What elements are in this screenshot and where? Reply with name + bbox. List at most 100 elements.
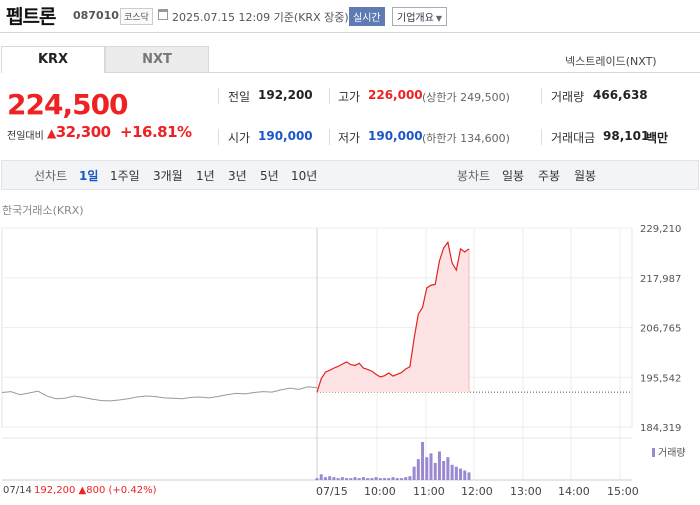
today-line: [316, 240, 470, 393]
corp-info-label: 기업개요: [397, 13, 434, 24]
prev-day-change-pct: (+0.42%): [108, 485, 157, 496]
amount-unit: 백만: [646, 131, 669, 145]
change-label: 전일대비: [7, 131, 44, 142]
period-bar: [1, 160, 699, 190]
y-tick-label: 195,542: [640, 373, 681, 384]
volume-label: 거래량: [551, 90, 585, 104]
y-tick-label: 217,987: [640, 274, 681, 285]
stats-divider: [541, 129, 542, 145]
volume-bar: [412, 466, 416, 480]
y-axis-labels: 229,210 217,987 206,765 195,542 184,319: [640, 224, 681, 434]
volume-bar: [459, 468, 463, 480]
volume-bar: [391, 477, 395, 480]
stats-divider: [218, 88, 219, 104]
volume-bar: [370, 478, 374, 480]
volume-bar: [340, 477, 344, 480]
realtime-badge[interactable]: 실시간: [349, 7, 385, 26]
period-1d[interactable]: 1일: [79, 169, 99, 183]
prev-day-date: 07/14: [3, 485, 32, 496]
market-badge: 코스닥: [120, 8, 153, 25]
tab-divider: [209, 72, 700, 73]
volume-bar: [395, 478, 399, 480]
volume-legend: 거래량: [652, 444, 686, 459]
candle-monthly[interactable]: 월봉: [574, 169, 597, 183]
high-value: 226,000: [368, 88, 423, 102]
volume-bar: [332, 477, 336, 480]
y-tick-label: 229,210: [640, 224, 681, 235]
tab-nxt[interactable]: NXT: [105, 46, 209, 73]
up-triangle-icon: ▲: [78, 485, 87, 496]
header-divider: [0, 32, 700, 33]
prev-close-value: 192,200: [258, 88, 313, 102]
volume-bar: [404, 477, 408, 480]
volume-bar: [421, 442, 425, 480]
volume-bar: [315, 478, 319, 480]
volume-bar: [387, 478, 391, 480]
volume-bar: [429, 453, 433, 480]
stats-divider: [541, 88, 542, 104]
today-fill: [317, 242, 469, 393]
high-label: 고가: [338, 90, 361, 104]
volume-bar: [416, 459, 420, 480]
chart-grid: [1, 227, 633, 481]
stock-name: 펩트론: [6, 6, 56, 28]
volume-bar: [319, 474, 323, 480]
tab-krx[interactable]: KRX: [1, 46, 105, 73]
x-tick-label: 11:00: [413, 485, 445, 498]
current-price: 224,500: [7, 88, 129, 121]
volume-bar: [399, 478, 403, 480]
period-1y[interactable]: 1년: [196, 169, 215, 183]
stats-divider: [329, 88, 330, 104]
corp-info-button[interactable]: 기업개요 ▼: [392, 7, 447, 26]
candle-daily[interactable]: 일봉: [502, 169, 525, 183]
volume-bar: [323, 477, 327, 480]
period-3m[interactable]: 3개월: [153, 169, 183, 183]
amount-label: 거래대금: [551, 131, 596, 145]
volume-bars: [315, 442, 471, 480]
low-label: 저가: [338, 131, 361, 145]
nxt-link[interactable]: 넥스트레이드(NXT): [565, 55, 657, 68]
volume-bar: [437, 451, 441, 480]
calendar-icon: [158, 9, 168, 20]
upper-limit: (상한가 249,500): [422, 91, 510, 104]
chevron-down-icon: ▼: [435, 14, 442, 23]
volume-bar: [408, 476, 412, 480]
prev-day-close: 192,200: [34, 485, 76, 496]
amount-value: 98,101: [603, 129, 650, 143]
candle-weekly[interactable]: 주봉: [538, 169, 561, 183]
volume-bar: [450, 464, 454, 480]
volume-bar: [446, 457, 450, 480]
lower-limit: (하한가 134,600): [422, 132, 510, 145]
x-tick-label: 12:00: [461, 485, 493, 498]
x-tick-label: 14:00: [558, 485, 590, 498]
prev-day-change: 800: [86, 485, 106, 496]
volume-bar: [425, 457, 429, 480]
volume-value: 466,638: [593, 88, 648, 102]
period-10y[interactable]: 10년: [291, 169, 318, 183]
volume-bar: [357, 478, 361, 480]
volume-bar: [383, 478, 387, 480]
up-triangle-icon: ▲: [47, 126, 56, 140]
volume-bar: [374, 477, 378, 480]
quote-datetime: 2025.07.15 12:09 기준(KRX 장중): [172, 11, 349, 24]
x-tick-label: 10:00: [364, 485, 396, 498]
stock-code: 087010: [73, 9, 119, 22]
period-5y[interactable]: 5년: [260, 169, 279, 183]
stats-divider: [218, 129, 219, 145]
volume-legend-label: 거래량: [658, 448, 686, 459]
volume-bar: [378, 478, 382, 480]
volume-bar: [454, 466, 458, 480]
change-amount: 32,300: [55, 123, 111, 141]
period-3y[interactable]: 3년: [228, 169, 247, 183]
volume-bar: [345, 478, 349, 480]
open-value: 190,000: [258, 129, 313, 143]
volume-bar: [467, 472, 471, 480]
prev-day-line: [1, 386, 318, 402]
x-tick-label: 15:00: [607, 485, 639, 498]
volume-bar: [353, 477, 357, 480]
volume-bar: [328, 476, 332, 480]
period-1w[interactable]: 1주일: [110, 169, 140, 183]
volume-bar: [361, 477, 365, 480]
volume-bar: [366, 478, 370, 480]
price-chart[interactable]: 229,210 217,987 206,765 195,542 184,319: [0, 214, 700, 484]
